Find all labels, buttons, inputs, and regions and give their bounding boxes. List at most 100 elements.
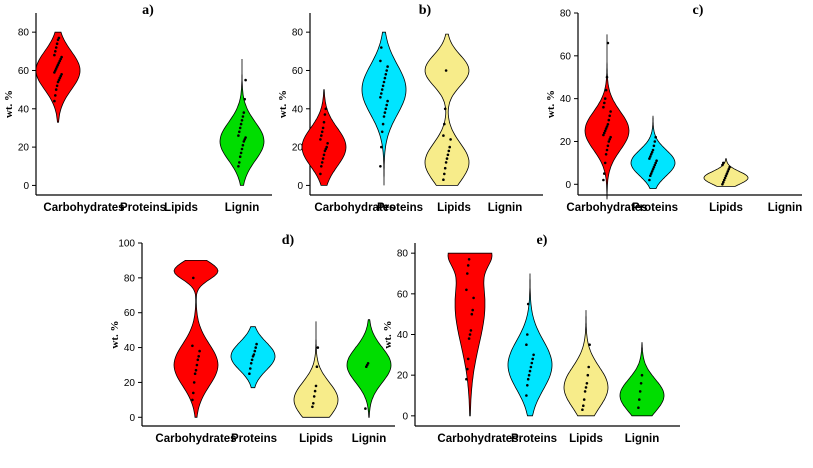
- y-tick-label: 40: [560, 94, 572, 105]
- x-category-label: Lipids: [164, 202, 198, 214]
- data-point: [319, 172, 322, 176]
- data-point: [465, 288, 468, 292]
- data-point: [322, 153, 326, 157]
- data-point: [384, 107, 388, 111]
- data-point: [238, 155, 242, 158]
- data-point: [603, 131, 606, 135]
- data-point: [380, 88, 384, 91]
- violin-lipids: [424, 33, 470, 186]
- data-point: [198, 349, 201, 353]
- y-tick-label: 0: [402, 411, 408, 422]
- data-point: [314, 384, 318, 388]
- y-axis-label: wt. %: [277, 90, 289, 118]
- data-point: [653, 140, 657, 143]
- data-point: [583, 390, 587, 393]
- data-point: [241, 115, 245, 118]
- data-point: [723, 176, 727, 180]
- panel-label: a): [142, 3, 154, 18]
- y-tick-label: 80: [124, 273, 136, 284]
- data-point: [603, 97, 607, 100]
- data-point: [54, 94, 57, 97]
- data-point: [722, 180, 725, 184]
- y-tick-label: 0: [565, 180, 571, 191]
- x-category-label: Carbohydrates: [155, 433, 236, 445]
- data-point: [379, 165, 382, 168]
- data-point: [529, 365, 533, 369]
- data-point: [449, 138, 452, 141]
- data-point: [721, 183, 724, 186]
- violin-lignin: [219, 59, 265, 186]
- x-category-label: Proteins: [231, 433, 277, 445]
- y-tick-label: 60: [292, 66, 304, 77]
- data-point: [655, 159, 658, 162]
- x-category-label: Proteins: [377, 202, 423, 214]
- violin-carbohydrates: [301, 89, 347, 186]
- data-point: [725, 172, 729, 175]
- panel-label: c): [693, 3, 704, 18]
- data-point: [607, 140, 611, 143]
- data-point: [638, 390, 642, 393]
- x-category-label: Lignin: [625, 433, 660, 445]
- data-point: [444, 69, 448, 72]
- data-point: [727, 168, 730, 171]
- data-point: [380, 92, 383, 95]
- data-point: [244, 78, 247, 82]
- y-tick-label: 60: [560, 51, 572, 62]
- data-point: [380, 46, 383, 49]
- y-axis-label: wt. %: [382, 320, 394, 348]
- data-point: [443, 166, 447, 170]
- data-point: [603, 129, 607, 133]
- data-point: [471, 308, 475, 312]
- data-point: [581, 408, 584, 412]
- data-point: [312, 395, 316, 398]
- data-point: [60, 55, 63, 59]
- data-point: [237, 134, 240, 137]
- data-point: [321, 126, 325, 130]
- data-point: [442, 134, 445, 137]
- data-point: [191, 398, 194, 402]
- data-point: [382, 115, 386, 118]
- data-point: [526, 377, 530, 381]
- y-tick-label: 60: [124, 308, 136, 319]
- data-point: [530, 361, 534, 365]
- data-point: [468, 333, 472, 336]
- data-point: [638, 398, 641, 401]
- data-point: [54, 46, 58, 49]
- y-tick-label: 0: [297, 181, 303, 192]
- data-point: [447, 149, 451, 153]
- data-point: [322, 120, 326, 124]
- data-point: [382, 80, 386, 84]
- data-point: [652, 165, 656, 169]
- data-point: [525, 394, 528, 397]
- data-point: [588, 343, 591, 347]
- data-point: [386, 99, 389, 103]
- x-category-label: Lignin: [768, 202, 803, 214]
- data-point: [249, 362, 253, 365]
- x-category-label: Carbohydrates: [437, 433, 518, 445]
- data-point: [637, 406, 640, 410]
- x-category-label: Carbohydrates: [314, 202, 395, 214]
- data-point: [240, 147, 244, 151]
- data-point: [582, 398, 586, 401]
- data-point: [654, 135, 657, 139]
- panel-d: 0 20 40 60 80 100 wt. % d) CarbohydratesProteins…: [109, 233, 395, 445]
- data-point: [243, 97, 246, 101]
- data-point: [604, 127, 608, 130]
- data-point: [238, 130, 241, 134]
- y-tick-label: 100: [118, 239, 135, 250]
- data-point: [54, 67, 58, 70]
- x-category-label: Carbohydrates: [43, 202, 124, 214]
- data-point: [324, 107, 328, 111]
- x-category-label: Lipids: [299, 433, 333, 445]
- violin-lipids: [563, 310, 609, 417]
- data-point: [54, 50, 57, 53]
- data-point: [326, 142, 329, 145]
- data-point: [193, 372, 197, 376]
- data-point: [254, 346, 257, 349]
- data-point: [316, 346, 320, 349]
- violin-lipids: [293, 321, 339, 418]
- data-point: [383, 111, 387, 114]
- data-point: [380, 130, 384, 134]
- data-point: [443, 107, 447, 111]
